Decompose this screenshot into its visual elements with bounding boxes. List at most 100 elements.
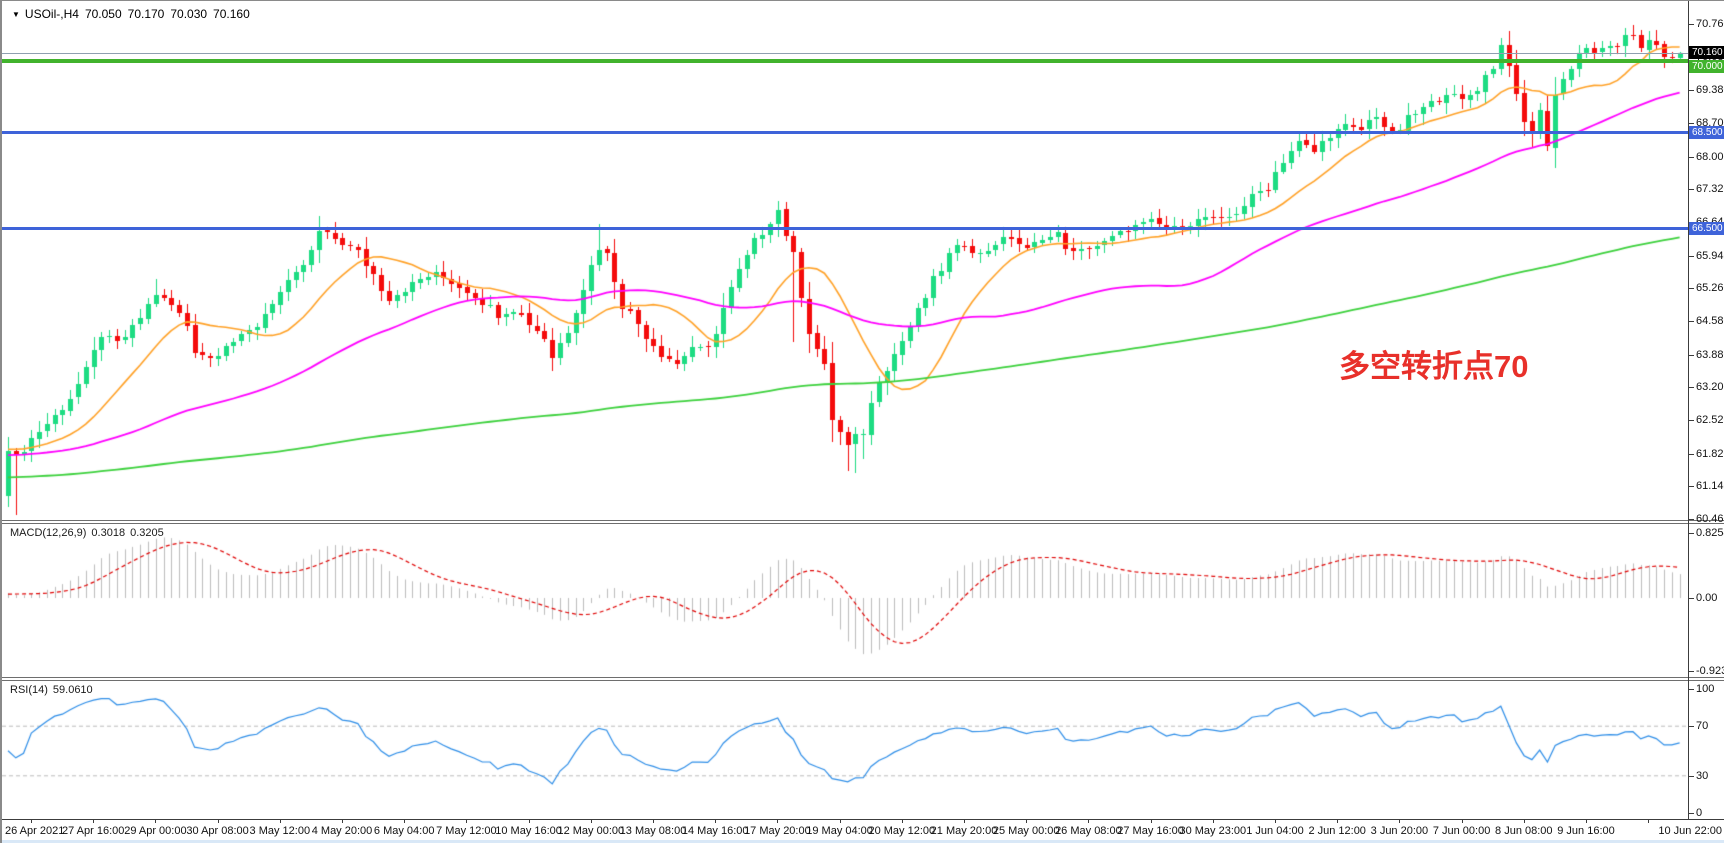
panel-separator[interactable] — [2, 677, 1724, 681]
time-tick-label: 9 Jun 16:00 — [1557, 825, 1615, 837]
time-tick-label: 27 Apr 16:00 — [61, 825, 125, 837]
time-tick-mark — [1648, 819, 1649, 823]
time-axis-border — [2, 819, 1724, 820]
macd-main-value: 0.3018 — [91, 527, 126, 539]
price-tick-label: 67.320 — [1696, 183, 1724, 196]
price-tick-mark — [1689, 321, 1694, 322]
hline-70.000[interactable] — [2, 59, 1688, 63]
time-tick-label: 7 May 12:00 — [436, 825, 497, 837]
time-tick-mark — [280, 819, 281, 823]
rsi-tick-label: 0 — [1696, 807, 1703, 819]
chart-symbol-ohlc: ▼ USOil-,H4 70.050 70.170 70.030 70.160 — [12, 7, 256, 21]
price-axis-border — [1688, 1, 1689, 819]
price-tick-mark — [1689, 256, 1694, 257]
time-tick-mark — [31, 819, 32, 823]
time-tick-label: 26 Apr 2021 — [5, 825, 65, 837]
time-tick-label: 14 May 16:00 — [681, 825, 749, 837]
time-tick-label: 10 May 16:00 — [495, 825, 562, 837]
macd-tick-label: -0.9234 — [1696, 664, 1724, 677]
time-tick-mark — [1399, 819, 1400, 823]
price-tick-label: 70.760 — [1696, 18, 1724, 30]
price-level-tag-68.500[interactable]: 68.500 — [1689, 126, 1724, 139]
time-tick-mark — [591, 819, 592, 823]
rsi-tick-mark — [1689, 689, 1694, 690]
time-tick-label: 8 Jun 08:00 — [1495, 825, 1553, 837]
time-tick-label: 13 May 08:00 — [619, 825, 687, 837]
time-tick-label: 12 May 00:00 — [557, 825, 625, 837]
ohlc-high: 70.170 — [127, 7, 165, 21]
price-tick-label: 69.380 — [1696, 84, 1724, 97]
time-tick-label: 10 Jun 22:00 — [1658, 825, 1722, 837]
price-tick-label: 63.200 — [1696, 381, 1724, 394]
price-tick-label: 68.000 — [1696, 150, 1724, 163]
price-tick-mark — [1689, 157, 1694, 158]
macd-tick-label: 0.00 — [1696, 592, 1718, 604]
time-tick-mark — [404, 819, 405, 823]
rsi-tick-mark — [1689, 813, 1694, 814]
time-tick-mark — [1337, 819, 1338, 823]
time-tick-mark — [1524, 819, 1525, 823]
price-tick-mark — [1689, 123, 1694, 124]
hline-68.500[interactable] — [2, 131, 1688, 134]
rsi-tick-label: 100 — [1696, 683, 1715, 695]
time-tick-mark — [155, 819, 156, 823]
current-price-line — [2, 53, 1688, 54]
chart-annotation[interactable]: 多空转折点70 — [1339, 349, 1529, 384]
time-tick-label: 29 Apr 00:00 — [124, 825, 187, 837]
time-tick-label: 4 May 20:00 — [311, 825, 373, 837]
time-tick-mark — [1213, 819, 1214, 823]
price-tick-label: 61.140 — [1696, 480, 1724, 493]
macd-tick-label: 0.8254 — [1696, 526, 1724, 539]
time-tick-mark — [466, 819, 467, 823]
macd-panel-canvas[interactable] — [2, 524, 1688, 677]
time-tick-label: 19 May 04:00 — [806, 825, 873, 837]
symbol-label: USOil-,H4 — [24, 7, 79, 21]
time-tick-mark — [1151, 819, 1152, 823]
time-tick-label: 21 May 20:00 — [930, 825, 998, 837]
time-tick-mark — [1275, 819, 1276, 823]
macd-indicator-label: MACD(12,26,9) 0.3018 0.3205 — [10, 527, 164, 539]
price-tick-mark — [1689, 90, 1694, 91]
ohlc-open: 70.050 — [84, 7, 122, 21]
time-tick-mark — [840, 819, 841, 823]
time-tick-mark — [1026, 819, 1027, 823]
time-tick-mark — [342, 819, 343, 823]
rsi-panel-canvas[interactable] — [2, 681, 1688, 819]
time-tick-mark — [1462, 819, 1463, 823]
time-tick-mark — [1088, 819, 1089, 823]
time-tick-mark — [1586, 819, 1587, 823]
time-tick-label: 2 Jun 12:00 — [1308, 825, 1366, 837]
price-tick-label: 64.580 — [1696, 315, 1724, 327]
symbol-dropdown-icon[interactable]: ▼ — [12, 10, 20, 19]
rsi-tick-label: 70 — [1696, 720, 1709, 733]
price-tick-mark — [1689, 486, 1694, 487]
ohlc-close: 70.160 — [213, 7, 250, 21]
time-tick-label: 30 May 23:00 — [1179, 825, 1247, 837]
macd-tick-mark — [1689, 533, 1694, 534]
price-level-tag-70.000[interactable]: 70.000 — [1689, 60, 1724, 73]
price-tick-label: 62.520 — [1696, 414, 1724, 426]
time-tick-label: 6 May 04:00 — [373, 825, 435, 837]
window-bottom-strip — [2, 840, 1724, 843]
panel-separator[interactable] — [2, 520, 1724, 524]
price-tick-mark — [1689, 189, 1694, 190]
time-tick-label: 3 Jun 20:00 — [1370, 825, 1429, 837]
price-level-tag-66.500[interactable]: 66.500 — [1689, 222, 1724, 235]
macd-signal-value: 0.3205 — [130, 527, 164, 539]
rsi-tick-mark — [1689, 776, 1694, 777]
price-tick-label: 60.460 — [1696, 513, 1724, 526]
price-tick-mark — [1689, 288, 1694, 289]
rsi-indicator-label: RSI(14) 59.0610 — [10, 684, 93, 696]
time-tick-label: 26 May 08:00 — [1055, 825, 1122, 837]
hline-66.500[interactable] — [2, 227, 1688, 230]
price-tick-label: 65.940 — [1696, 249, 1724, 262]
time-tick-mark — [777, 819, 778, 823]
time-tick-label: 27 May 16:00 — [1117, 825, 1184, 837]
price-tick-mark — [1689, 420, 1694, 421]
price-chart-canvas[interactable] — [2, 1, 1688, 520]
macd-tick-mark — [1689, 598, 1694, 599]
time-tick-mark — [902, 819, 903, 823]
price-tick-mark — [1689, 355, 1694, 356]
rsi-tick-label: 30 — [1696, 769, 1709, 782]
